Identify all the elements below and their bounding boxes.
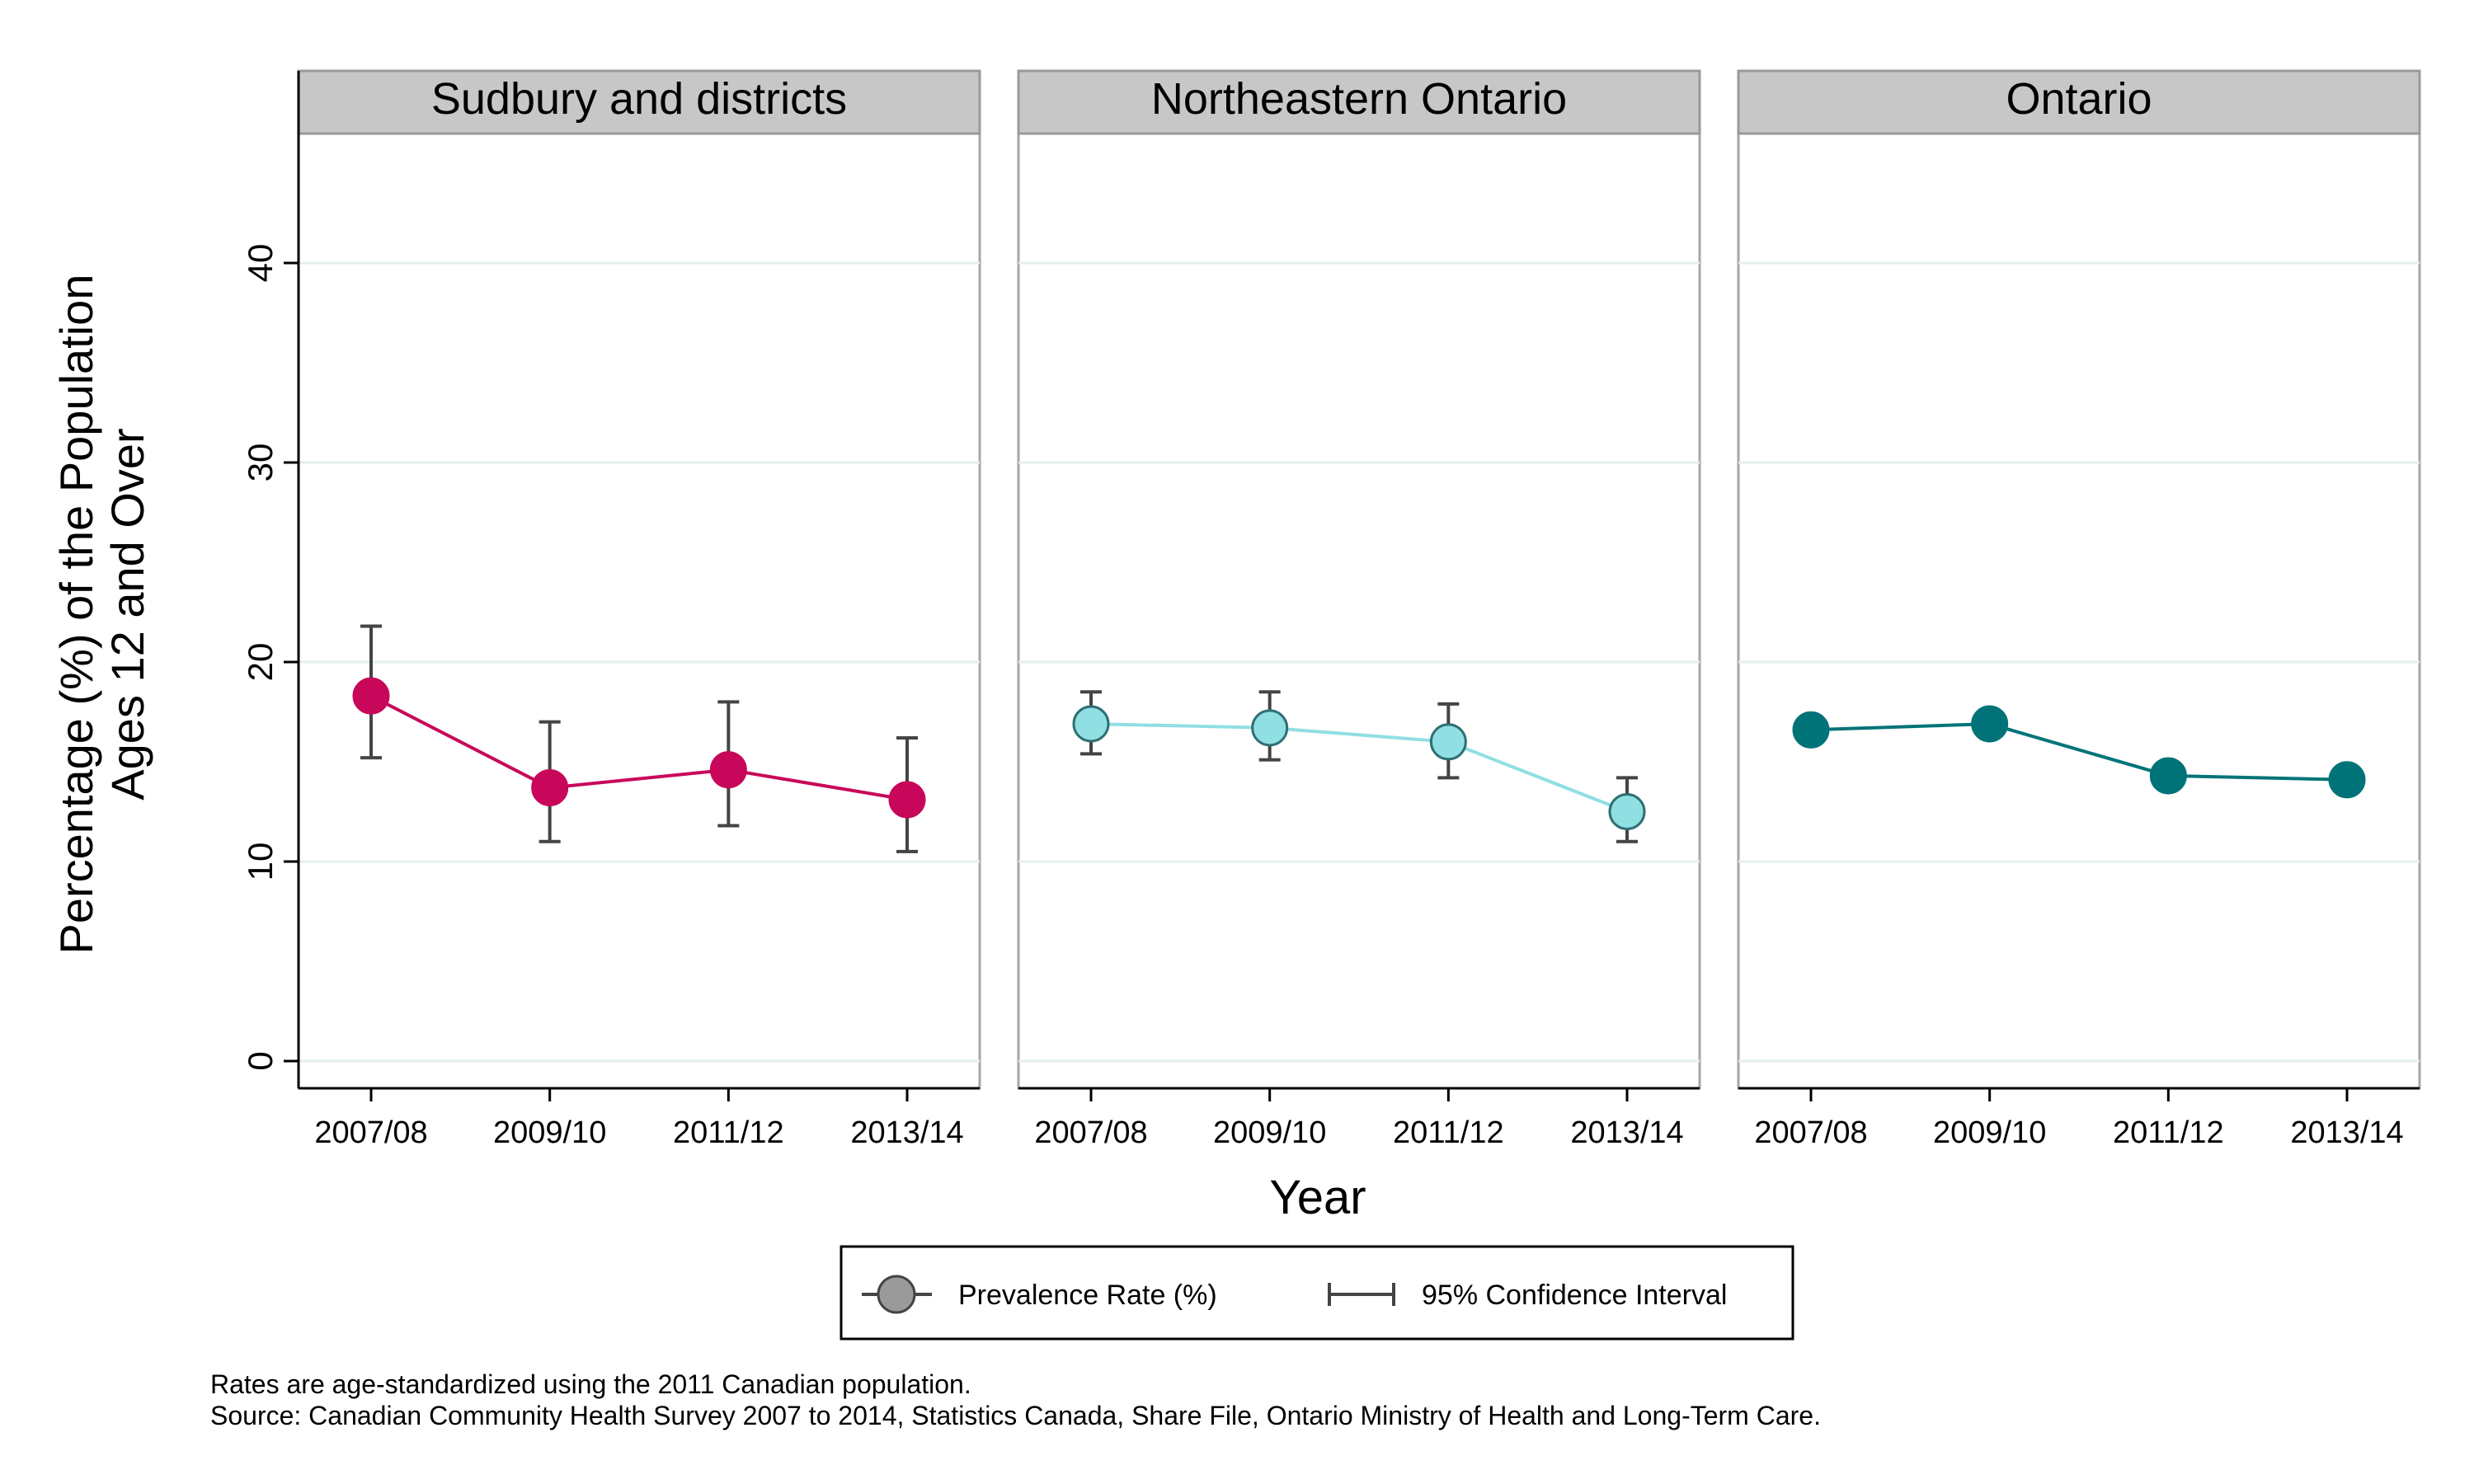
- x-tick-label: 2009/10: [493, 1115, 606, 1150]
- legend-interval-symbol: [1328, 1283, 1395, 1306]
- data-point: [709, 751, 747, 789]
- y-tick-label: 30: [241, 444, 280, 482]
- x-axis-title: Year: [1269, 1171, 1366, 1224]
- x-tick-label: 2013/14: [850, 1115, 963, 1150]
- data-point: [888, 781, 926, 819]
- x-tick-label: 2011/12: [1393, 1115, 1504, 1150]
- legend-prevalence-label: Prevalence Rate (%): [958, 1280, 1217, 1311]
- y-axis-title-line-2: Ages 12 and Over: [101, 428, 153, 800]
- footnote-standardization: Rates are age-standardized using the 201…: [210, 1369, 971, 1399]
- legend-interval-label: 95% Confidence Interval: [1422, 1280, 1727, 1311]
- data-point: [352, 677, 390, 715]
- legend: Prevalence Rate (%) 95% Confidence Inter…: [840, 1245, 1794, 1341]
- panel-strip: [1017, 69, 1701, 135]
- x-tick-label: 2013/14: [2290, 1115, 2403, 1150]
- data-point: [1072, 705, 1110, 743]
- footnote-source: Source: Canadian Community Health Survey…: [210, 1401, 1821, 1430]
- panel-2: Ontario 2007/08 2009/10 2011/12 2013/14: [1737, 69, 2421, 1150]
- panel-frame: [297, 132, 981, 1090]
- series-line: [370, 694, 908, 801]
- legend-box: [840, 1245, 1794, 1341]
- panel-1: Northeastern Ontario 2007/08 2009/10 2011/1…: [1017, 69, 1701, 1150]
- panel-strip: [1737, 69, 2421, 135]
- y-tick-label: 0: [241, 1051, 280, 1070]
- panel-0: Sudbury and districts 2007/08 2009/10 2011/…: [241, 69, 981, 1150]
- panels-layer: Sudbury and districts 2007/08 2009/10 2011/…: [241, 69, 2421, 1150]
- x-tick-label: 2011/12: [673, 1115, 784, 1150]
- y-axis-title-line-1: Percentage (%) of the Population: [50, 275, 102, 955]
- panel-title: Ontario: [2006, 74, 2152, 124]
- panel-frame: [1737, 132, 2421, 1090]
- x-tick-label: 2011/12: [2113, 1115, 2224, 1150]
- x-tick-label: 2007/08: [1754, 1115, 1867, 1150]
- panel-title: Northeastern Ontario: [1151, 74, 1567, 124]
- legend-prevalence-marker: [877, 1275, 916, 1314]
- y-tick-label: 40: [241, 244, 280, 283]
- x-tick-label: 2013/14: [1570, 1115, 1683, 1150]
- panel-strip: [297, 69, 981, 135]
- panel-title: Sudbury and districts: [431, 74, 847, 124]
- x-tick-label: 2009/10: [1933, 1115, 2046, 1150]
- data-point: [2328, 761, 2366, 799]
- y-tick-label: 20: [241, 643, 280, 682]
- panel-frame: [1017, 132, 1701, 1090]
- data-point: [1251, 709, 1289, 747]
- x-tick-label: 2009/10: [1213, 1115, 1326, 1150]
- x-tick-label: 2007/08: [314, 1115, 427, 1150]
- data-point: [1608, 793, 1646, 830]
- data-point: [1971, 705, 2009, 743]
- data-point: [1429, 723, 1467, 761]
- series-line: [1810, 722, 2348, 782]
- series-line: [1090, 722, 1628, 814]
- x-tick-label: 2007/08: [1034, 1115, 1147, 1150]
- data-point: [531, 768, 569, 806]
- data-point: [1792, 711, 1830, 749]
- data-point: [2149, 757, 2187, 795]
- y-tick-label: 10: [241, 843, 280, 881]
